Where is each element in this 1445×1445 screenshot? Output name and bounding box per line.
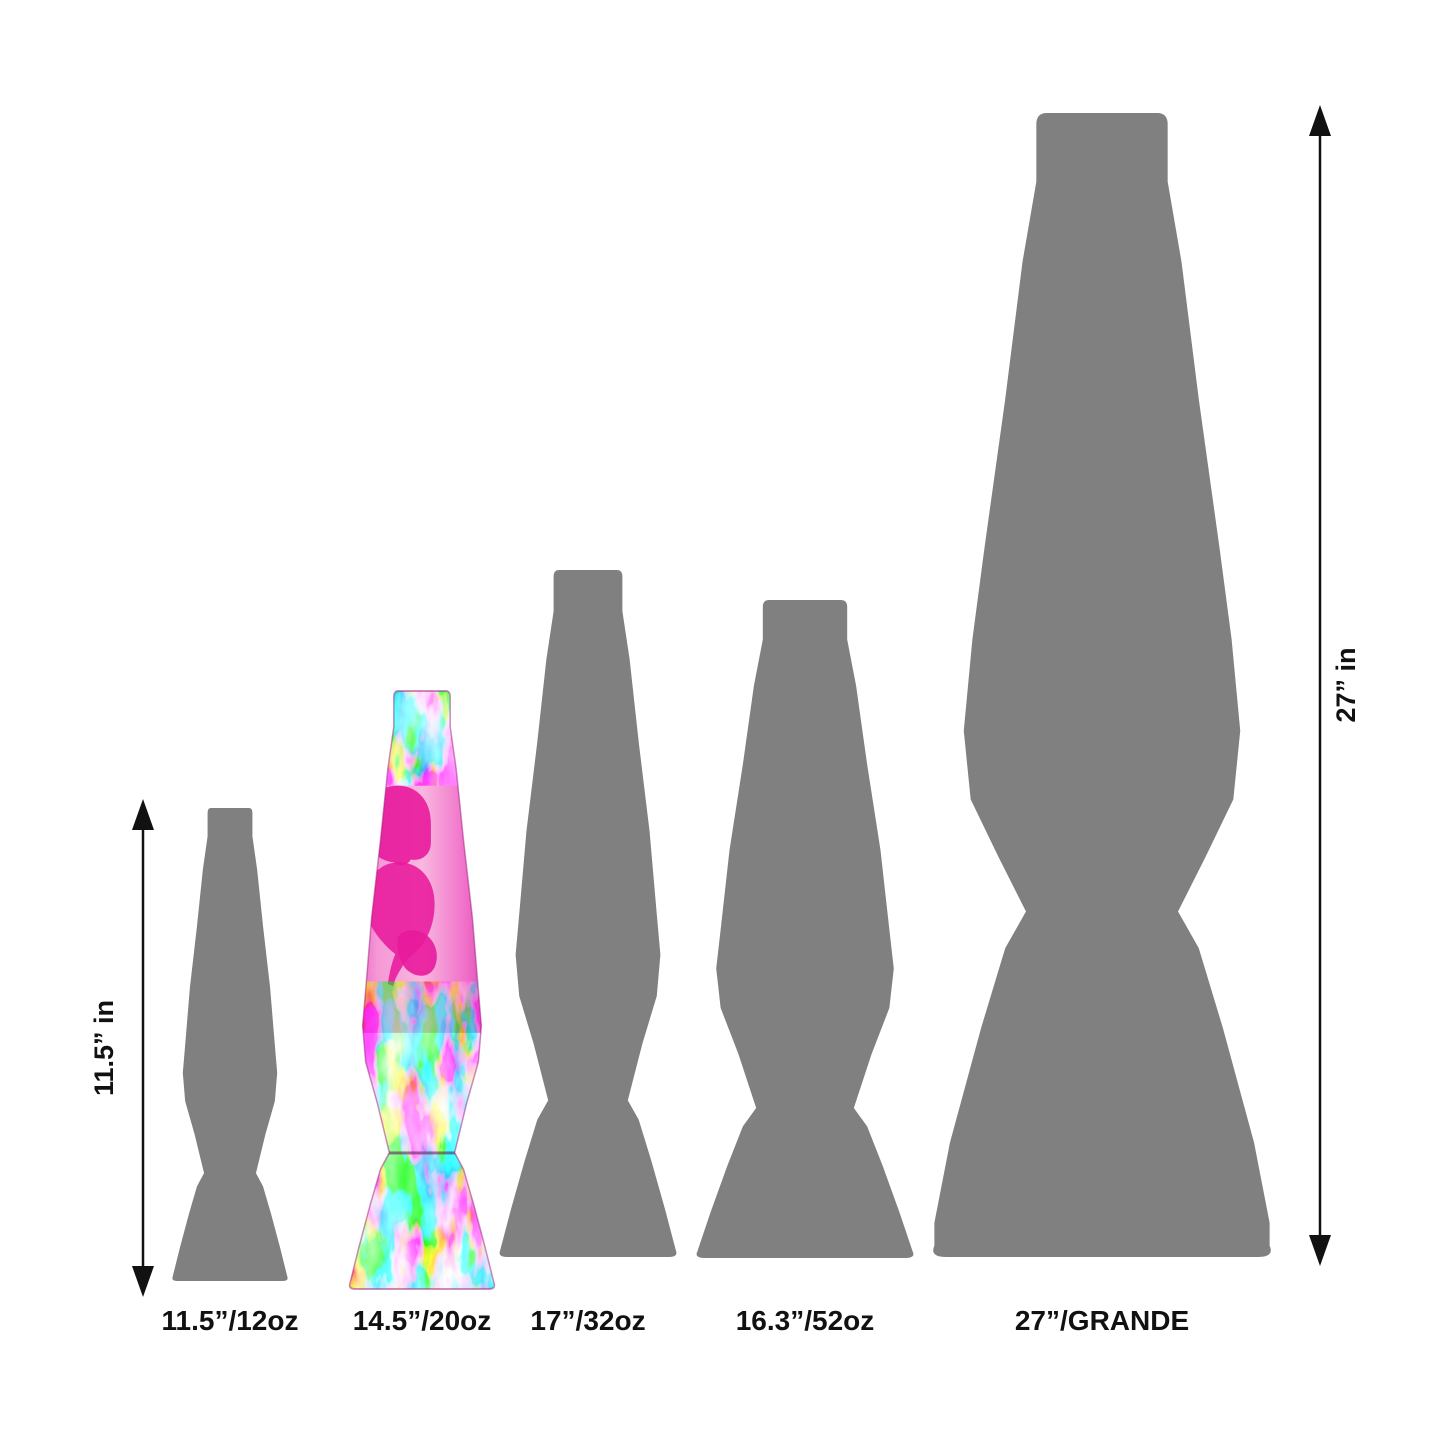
- svg-text:11.5”/12oz: 11.5”/12oz: [162, 1305, 299, 1336]
- svg-text:27”/GRANDE: 27”/GRANDE: [1015, 1305, 1189, 1336]
- svg-text:27” in: 27” in: [1331, 647, 1361, 722]
- svg-text:14.5”/20oz: 14.5”/20oz: [353, 1305, 492, 1336]
- svg-text:16.3”/52oz: 16.3”/52oz: [736, 1305, 875, 1336]
- svg-text:11.5” in: 11.5” in: [89, 1000, 119, 1096]
- svg-text:17”/32oz: 17”/32oz: [530, 1305, 645, 1336]
